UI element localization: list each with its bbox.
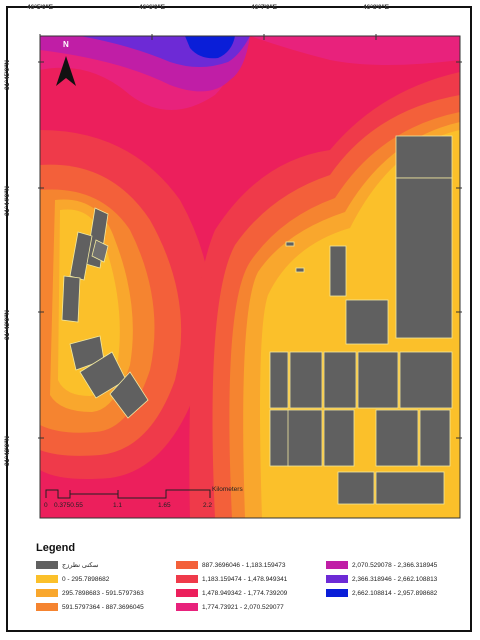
- legend-item: 1,478.949342 - 1,774.739209: [176, 587, 287, 599]
- scale-tick-4: 2.2: [203, 502, 213, 509]
- building: [375, 409, 419, 467]
- building: [269, 409, 291, 467]
- map-border: [39, 35, 461, 519]
- scale-tick-2: 1.1: [113, 502, 123, 509]
- legend-item: 295.7898683 - 591.5797363: [36, 587, 144, 599]
- building: [295, 267, 305, 273]
- north-arrow-icon: [56, 56, 76, 86]
- building: [329, 245, 347, 297]
- legend-swatch: [36, 589, 58, 597]
- legend-label: 1,183.159474 - 1,478.949341: [202, 575, 288, 583]
- building: [287, 409, 323, 467]
- legend-item: 2,070.529078 - 2,366.318945: [326, 559, 437, 571]
- building: [375, 471, 445, 505]
- legend-label: سکنی نظرزج: [62, 562, 99, 569]
- legend-label: 887.3696046 - 1,183.159473: [202, 561, 286, 569]
- coord-left-3: 31°43'0"N: [4, 310, 11, 340]
- zone-1774-2070-right: [250, 36, 460, 65]
- legend-swatch: [176, 575, 198, 583]
- scale-tick-0: 0: [44, 502, 48, 509]
- legend-swatch: [176, 561, 198, 569]
- legend-swatch: [36, 603, 58, 611]
- building: [269, 351, 289, 409]
- building: [395, 177, 453, 339]
- building: [399, 351, 453, 409]
- building: [285, 241, 295, 247]
- legend-swatch: [176, 589, 198, 597]
- building: [357, 351, 399, 409]
- building: [323, 409, 355, 467]
- coord-left-4: 31°42'0"N: [4, 436, 11, 466]
- coord-top-2: 46°6'0"E: [138, 4, 166, 11]
- building: [91, 239, 109, 263]
- legend-swatch: [36, 561, 58, 569]
- building: [337, 471, 375, 505]
- legend-label: 591.5797364 - 887.3696045: [62, 603, 144, 611]
- legend-item: 2,662.108814 - 2,957.898682: [326, 587, 437, 599]
- building: [109, 371, 149, 419]
- coord-top-1: 46°5'0"E: [26, 4, 54, 11]
- coord-left-1: 31°45'0"N: [4, 60, 11, 90]
- legend-item: 1,183.159474 - 1,478.949341: [176, 573, 287, 585]
- legend-item: 591.5797364 - 887.3696045: [36, 601, 144, 613]
- scale-tick-1: 0.3750.55: [54, 502, 83, 509]
- building: [61, 275, 81, 323]
- scale-tick-3: 1.65: [158, 502, 171, 509]
- legend-label: 2,366.318946 - 2,662.108813: [352, 575, 438, 583]
- legend-label: 1,774.73921 - 2,070.529077: [202, 603, 284, 611]
- legend-label: 2,070.529078 - 2,366.318945: [352, 561, 438, 569]
- coord-top-4: 46°8'0"E: [362, 4, 390, 11]
- legend-title: Legend: [36, 542, 76, 554]
- legend-swatch: [176, 603, 198, 611]
- legend-label: 295.7898683 - 591.5797363: [62, 589, 144, 597]
- legend-item: 887.3696046 - 1,183.159473: [176, 559, 286, 571]
- buildings-right: [269, 135, 453, 505]
- building: [419, 409, 451, 467]
- buildings-left: [61, 207, 149, 419]
- scale-unit: Kilometers: [212, 486, 243, 493]
- legend-swatch: [326, 575, 348, 583]
- building: [395, 135, 453, 179]
- coord-top-3: 46°7'0"E: [250, 4, 278, 11]
- zone-2662-2957: [185, 36, 235, 59]
- building: [345, 299, 389, 345]
- graticule-ticks: [38, 34, 462, 439]
- legend-swatch: [36, 575, 58, 583]
- legend-swatch: [326, 561, 348, 569]
- legend-item: سکنی نظرزج: [36, 559, 98, 571]
- building: [323, 351, 357, 409]
- legend-swatch: [326, 589, 348, 597]
- north-label: N: [63, 40, 69, 49]
- legend-item: 0 - 295.7898682: [36, 573, 109, 585]
- building: [289, 351, 323, 409]
- legend-item: 2,366.318946 - 2,662.108813: [326, 573, 437, 585]
- legend-label: 0 - 295.7898682: [62, 575, 110, 583]
- coord-left-2: 31°44'0"N: [4, 186, 11, 216]
- legend-item: 1,774.73921 - 2,070.529077: [176, 601, 284, 613]
- scale-bar: [45, 489, 211, 499]
- legend-label: 1,478.949342 - 1,774.739209: [202, 589, 288, 597]
- legend-label: 2,662.108814 - 2,957.898682: [352, 589, 438, 597]
- building: [69, 231, 93, 281]
